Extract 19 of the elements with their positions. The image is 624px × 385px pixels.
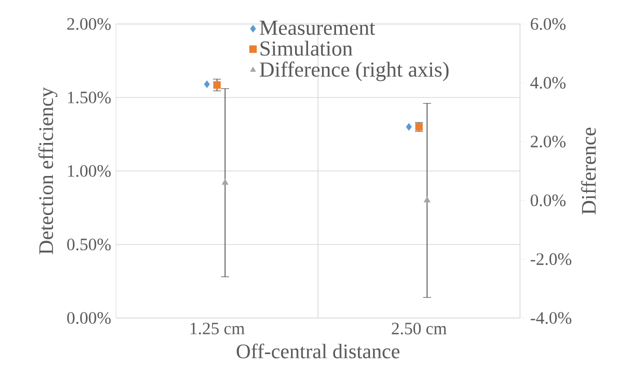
legend-label: Simulation <box>260 40 352 56</box>
y-axis-title: Detection efficiency <box>38 87 58 254</box>
y-tick-label: 1.50% <box>68 92 111 104</box>
y-tick-label: 2.00% <box>67 18 111 30</box>
y2-tick-label: 0.0% <box>530 194 566 206</box>
y2-axis-title: Difference <box>581 128 596 214</box>
y2-tick-label: 6.0% <box>530 18 566 30</box>
legend-label: Difference (right axis) <box>260 62 449 82</box>
x-tick-label: 1.25 cm <box>190 322 245 334</box>
y2-tick-label: 2.0% <box>530 136 566 148</box>
x-axis-title: Off-central distance <box>236 344 400 358</box>
x-tick-label: 2.50 cm <box>392 322 447 334</box>
y2-tick-label: 4.0% <box>530 76 566 89</box>
y-tick-label: 0.50% <box>67 238 111 250</box>
y2-tick-label: -2.0% <box>530 253 572 266</box>
y2-tick-label: -4.0% <box>530 312 572 324</box>
y-tick-label: 0.00% <box>67 312 111 324</box>
y-tick-label: 1.00% <box>68 165 111 177</box>
legend-label: Measurement <box>260 20 376 35</box>
